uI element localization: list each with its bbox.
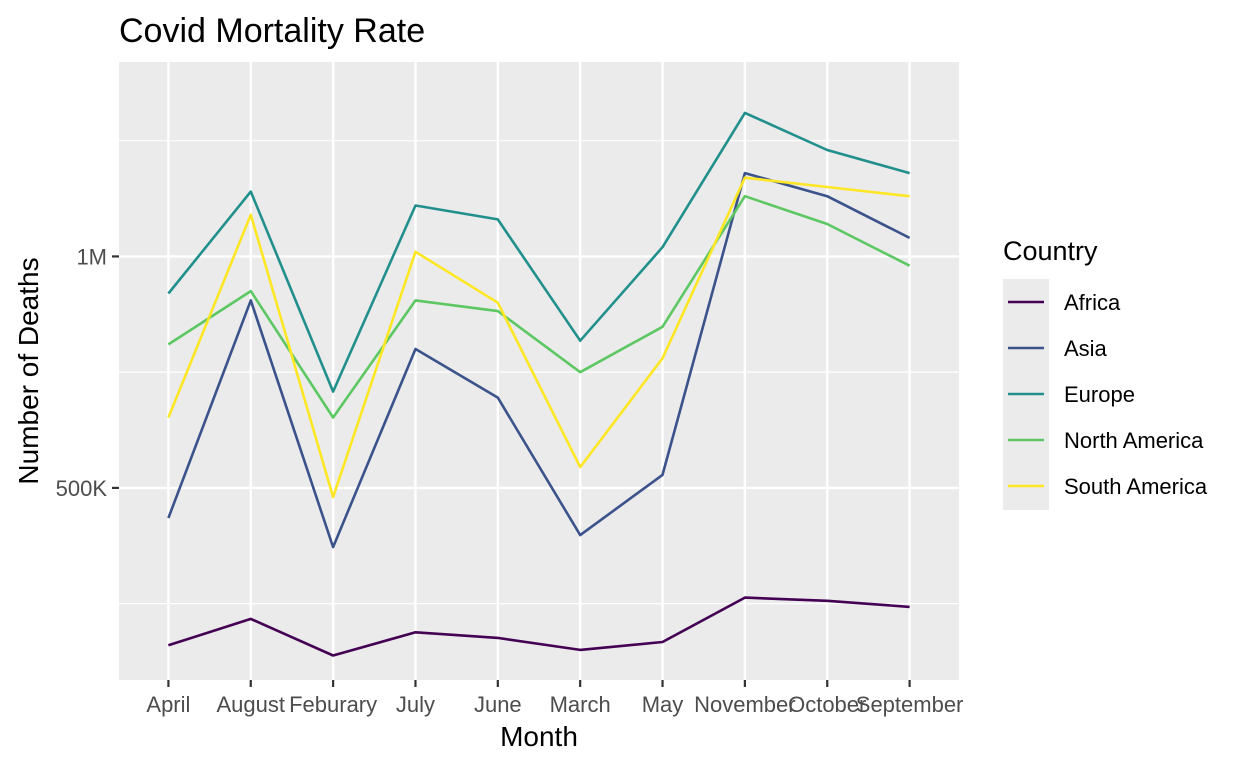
x-tick-label: June — [474, 692, 522, 717]
x-tick-label: November — [694, 692, 795, 717]
series-line-africa — [168, 596, 910, 657]
series-line-europe — [167, 111, 910, 393]
grid-minor — [119, 140, 959, 605]
chart-title: Covid Mortality Rate — [119, 12, 425, 50]
legend-label: Africa — [1064, 290, 1121, 315]
plot-panel — [119, 62, 959, 680]
x-tick-label: May — [642, 692, 684, 717]
legend-title: Country — [1003, 236, 1098, 266]
x-tick-label: October — [788, 692, 866, 717]
grid-major — [119, 62, 959, 680]
legend-label: Europe — [1064, 382, 1135, 407]
x-tick-label: April — [146, 692, 190, 717]
series-line-asia — [167, 171, 911, 549]
legend: Country Africa Asia Europe North America Sou… — [1003, 236, 1208, 510]
legend-label: North America — [1064, 428, 1204, 453]
y-tick-label: 500K — [56, 476, 108, 501]
legend-label: South America — [1064, 474, 1208, 499]
x-tick-label: Feburary — [289, 692, 377, 717]
y-axis: 500K 1M — [56, 244, 119, 501]
x-tick-label: August — [217, 692, 286, 717]
series-line-south-america — [167, 176, 910, 499]
x-tick-label: September — [856, 692, 964, 717]
legend-items: Africa Asia Europe North America South Ameri… — [1008, 290, 1208, 499]
legend-label: Asia — [1064, 336, 1108, 361]
x-tick-label: July — [396, 692, 435, 717]
x-axis: April August Feburary July June March May Novem… — [146, 680, 963, 717]
series-lines — [167, 111, 911, 657]
x-axis-title: Month — [500, 721, 578, 752]
y-axis-title: Number of Deaths — [13, 257, 44, 484]
x-tick-label: March — [550, 692, 611, 717]
y-tick-label: 1M — [76, 244, 107, 269]
